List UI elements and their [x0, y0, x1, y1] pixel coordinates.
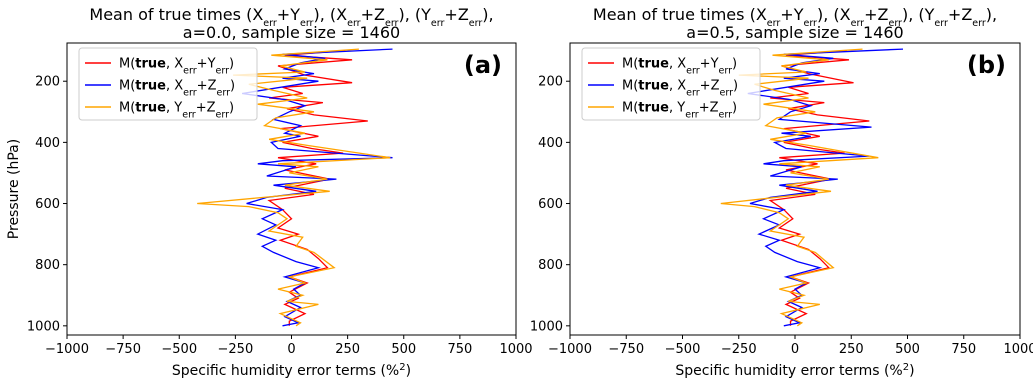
legend: M(true, Xerr+Yerr)M(true, Xerr+Zerr)M(tr…	[78, 47, 258, 121]
series-line-3	[720, 48, 879, 327]
x-tick-label: 250	[839, 342, 864, 357]
chart-subtitle: a=0.0, sample size = 1460	[183, 23, 400, 42]
series-line-3	[197, 48, 391, 327]
series-line-1	[267, 49, 368, 326]
y-tick-label: 600	[35, 197, 60, 212]
x-tick-label: 1000	[1003, 342, 1033, 357]
y-tick-label: 400	[538, 136, 563, 151]
y-tick-label: 400	[35, 136, 60, 151]
x-tick-label: 1000	[499, 342, 532, 357]
chart-panel-a: Mean of true times (Xerr+Yerr), (Xerr+Ze…	[6, 5, 533, 379]
x-tick-label: 0	[791, 342, 799, 357]
x-tick-label: −750	[608, 342, 644, 357]
legend-label-1: M(true, Xerr+Yerr)	[622, 57, 737, 77]
legend-label-1: M(true, Xerr+Yerr)	[119, 57, 234, 77]
chart-title: Mean of true times (Xerr+Yerr), (Xerr+Ze…	[593, 5, 997, 29]
y-tick-label: 200	[538, 75, 563, 90]
y-tick-label: 800	[35, 258, 60, 273]
legend: M(true, Xerr+Yerr)M(true, Xerr+Zerr)M(tr…	[581, 47, 761, 121]
legend-label-2: M(true, Xerr+Zerr)	[622, 79, 738, 99]
legend-label-3: M(true, Yerr+Zerr)	[622, 101, 737, 121]
x-tick-label: 250	[335, 342, 360, 357]
x-tick-label: −750	[105, 342, 141, 357]
panel-label: (a)	[464, 51, 502, 79]
x-tick-label: −250	[218, 342, 254, 357]
legend-box	[581, 47, 761, 121]
panel-label: (b)	[967, 51, 1006, 79]
x-axis-label: Specific humidity error terms (%2)	[675, 362, 914, 380]
chart-title: Mean of true times (Xerr+Yerr), (Xerr+Ze…	[89, 5, 493, 29]
x-tick-label: 750	[447, 342, 472, 357]
x-tick-label: −1000	[45, 342, 89, 357]
series-line-1	[768, 49, 870, 326]
y-tick-label: 200	[35, 75, 60, 90]
y-tick-label: 800	[538, 258, 563, 273]
x-tick-label: 500	[895, 342, 920, 357]
series-line-2	[747, 48, 904, 327]
chart-panel-b: Mean of true times (Xerr+Yerr), (Xerr+Ze…	[530, 5, 1033, 379]
x-tick-label: −500	[161, 342, 197, 357]
x-tick-label: −500	[665, 342, 701, 357]
x-tick-label: −250	[721, 342, 757, 357]
x-tick-label: 750	[951, 342, 976, 357]
x-tick-label: −1000	[548, 342, 592, 357]
legend-label-3: M(true, Yerr+Zerr)	[119, 101, 234, 121]
x-tick-label: 0	[287, 342, 295, 357]
y-axis-label: Pressure (hPa)	[6, 139, 22, 239]
legend-box	[78, 47, 258, 121]
chart-subtitle: a=0.5, sample size = 1460	[686, 23, 903, 42]
y-tick-label: 600	[538, 197, 563, 212]
y-tick-label: 1000	[530, 319, 563, 334]
series-line-2	[241, 48, 393, 327]
x-tick-label: 500	[391, 342, 416, 357]
x-axis-label: Specific humidity error terms (%2)	[172, 362, 411, 380]
legend-label-2: M(true, Xerr+Zerr)	[119, 79, 235, 99]
y-tick-label: 1000	[27, 319, 60, 334]
